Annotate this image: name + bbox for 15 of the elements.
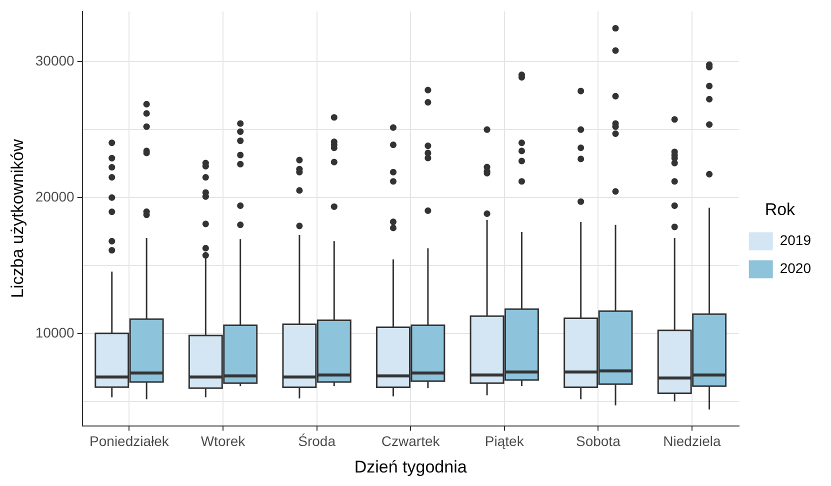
- y-axis-title: Liczba użytkowników: [8, 138, 27, 298]
- x-tick-label: Piątek: [484, 433, 525, 450]
- x-tick-label: Poniedziałek: [90, 433, 170, 450]
- legend-title: Rok: [764, 200, 796, 219]
- x-axis-title: Dzień tygodnia: [354, 457, 468, 476]
- x-tick-label: Wtorek: [200, 433, 246, 450]
- y-tick-label: 30000: [35, 52, 75, 69]
- legend-label: 2019: [780, 232, 812, 248]
- y-tick-label: 20000: [35, 188, 75, 204]
- legend-label: 2020: [780, 260, 812, 276]
- x-tick-label: Czwartek: [381, 433, 441, 450]
- x-tick-label: Sobota: [576, 433, 621, 450]
- y-tick-label: 10000: [35, 324, 75, 340]
- x-tick-label: Środa: [298, 433, 336, 450]
- x-tick-label: Niedziela: [663, 433, 721, 450]
